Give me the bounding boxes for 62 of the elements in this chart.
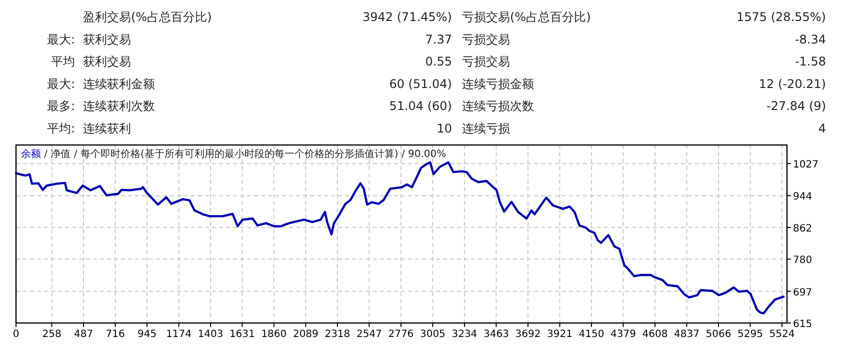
text: 3942 (71.45%) <box>362 10 452 24</box>
x-tick-label: 3463 <box>483 329 509 340</box>
x-tick-label: 4150 <box>578 329 604 340</box>
text: 连续亏损 <box>462 122 510 136</box>
text: 连续获利 <box>83 122 131 136</box>
x-tick-label: 2089 <box>292 329 318 340</box>
x-tick-label: 945 <box>137 329 157 340</box>
text: 获利交易 <box>83 32 131 46</box>
text: 最大: <box>46 32 75 46</box>
text: 平均 <box>51 54 75 69</box>
x-tick-label: 487 <box>74 329 94 340</box>
text: 盈利交易(%占总百分比) <box>83 10 212 24</box>
x-tick-label: 3234 <box>452 329 478 340</box>
text: 亏损交易(%占总百分比) <box>462 10 591 24</box>
text: 亏损交易 <box>462 32 510 46</box>
y-tick-label: 697 <box>793 287 812 298</box>
x-tick-label: 716 <box>106 329 125 340</box>
text: 12 (-20.21) <box>758 76 826 91</box>
y-tick-label: 944 <box>793 192 812 203</box>
y-tick-label: 862 <box>793 223 812 234</box>
x-tick-label: 258 <box>42 329 62 340</box>
text: 连续获利次数 <box>83 99 155 114</box>
text: 7.37 <box>425 32 452 46</box>
text: 10 <box>436 122 452 136</box>
x-tick-label: 5295 <box>738 329 763 340</box>
text: 51.04 (60) <box>389 99 452 114</box>
x-tick-label: 3921 <box>546 329 572 340</box>
x-tick-label: 2547 <box>356 329 382 340</box>
y-tick-label: 615 <box>793 319 812 330</box>
x-tick-label: 3005 <box>420 329 446 340</box>
chart-title: 余额 / 净值 / 每个即时价格(基于所有可利用的最小时段的每一个价格的分形插值计算) / 90.00% <box>21 148 446 160</box>
x-tick-label: 4837 <box>674 329 700 340</box>
text: 连续获利金额 <box>83 76 155 91</box>
text: 60 (51.04) <box>389 76 452 91</box>
text: -1.58 <box>794 54 826 69</box>
text: 亏损交易 <box>462 54 510 69</box>
text: 4 <box>818 122 826 136</box>
text: 0.55 <box>425 54 452 69</box>
x-tick-label: 1860 <box>261 329 287 340</box>
x-tick-label: 4608 <box>642 329 668 340</box>
x-tick-label: 2318 <box>324 329 350 340</box>
text: 连续亏损金额 <box>462 76 534 91</box>
x-tick-label: 1174 <box>166 329 192 340</box>
text: 最多: <box>46 99 75 114</box>
line-series <box>14 161 785 314</box>
x-tick-label: 5066 <box>706 329 732 340</box>
text: 连续亏损次数 <box>462 99 534 114</box>
x-tick-label: 0 <box>12 329 20 340</box>
text: 最大: <box>46 76 75 91</box>
text: 平均: <box>46 122 75 136</box>
x-tick-label: 1631 <box>229 329 255 340</box>
text: -27.84 (9) <box>766 99 826 114</box>
x-tick-label: 1403 <box>198 329 224 340</box>
y-tick-label: 780 <box>793 255 812 266</box>
x-tick-label: 2776 <box>388 329 414 340</box>
x-tick-label: 4379 <box>610 329 636 340</box>
text: -8.34 <box>794 32 826 46</box>
x-tick-label: 3692 <box>515 329 541 340</box>
text: 1575 (28.55%) <box>736 10 826 24</box>
text: 获利交易 <box>83 54 131 69</box>
y-tick-label: 1027 <box>793 160 818 171</box>
x-tick-label: 5524 <box>769 329 795 340</box>
